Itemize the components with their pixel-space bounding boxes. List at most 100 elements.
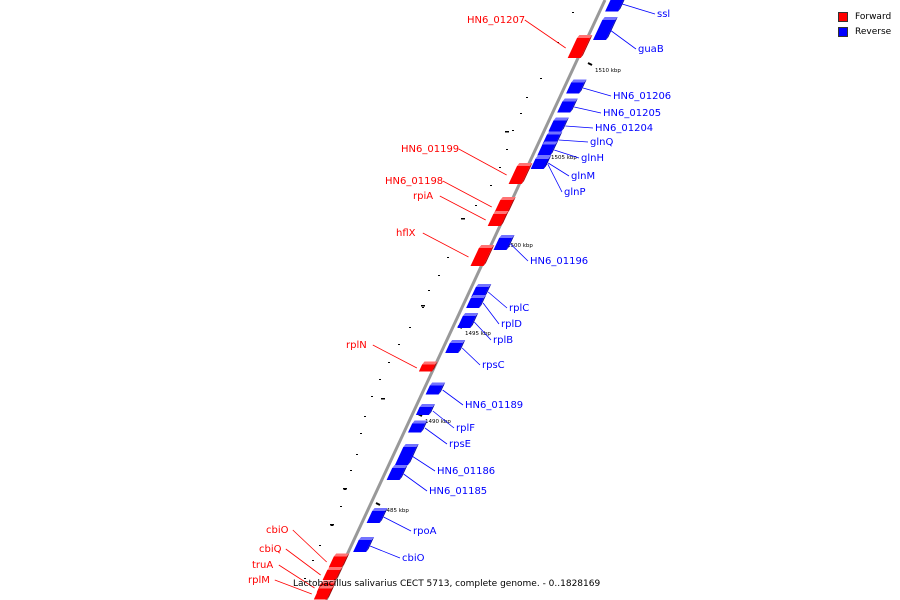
minor-tick (447, 257, 449, 258)
gene-label: glnH (581, 153, 604, 164)
gene-block-face (593, 20, 616, 40)
gene-label: cbiO (266, 525, 289, 536)
gene-reverse: HN6_01205 (557, 98, 661, 119)
minor-tick (356, 454, 358, 455)
gene-block-top (553, 117, 569, 121)
gene-block-face (466, 298, 484, 308)
gene-forward: HN6_01199 (401, 144, 533, 184)
gene-leader-line (510, 243, 529, 262)
gene-leader-line (369, 545, 401, 559)
gene-block-face (353, 540, 372, 552)
gene-label: HN6_01199 (401, 144, 459, 155)
gene-block-top (429, 382, 446, 386)
gene-block-top (499, 235, 515, 238)
gene-label: HN6_01204 (595, 123, 653, 134)
gene-block-side (438, 382, 446, 395)
gene-block-side (550, 141, 558, 156)
minor-tick (319, 545, 321, 546)
gene-block-face (415, 407, 433, 415)
minor-tick (526, 97, 528, 98)
gene-leader-line (565, 125, 594, 129)
gene-leader-line (439, 195, 486, 221)
gene-block-side (479, 295, 487, 308)
gene-reverse: HN6_01204 (548, 117, 653, 134)
gene-block-face (408, 423, 426, 433)
gene-block-face (322, 570, 341, 580)
gene-reverse: rplF (415, 404, 475, 434)
gene-leader-line (473, 321, 492, 341)
gene-label: rplF (456, 423, 475, 434)
gene-leader-line (403, 473, 428, 492)
minor-tick (512, 130, 514, 131)
major-tick (461, 218, 465, 220)
gene-reverse: rplC (471, 284, 529, 314)
gene-label: rplB (493, 335, 513, 346)
gene-leader-line (285, 548, 321, 576)
gene-label: guaB (638, 44, 664, 55)
gene-reverse: HN6_01189 (425, 382, 523, 411)
gene-block-top (470, 295, 487, 298)
gene-block-face (566, 82, 585, 94)
gene-block-side (543, 156, 551, 169)
minor-tick (304, 578, 306, 579)
gene-block-side (335, 567, 343, 580)
gene-label: HN6_01186 (437, 466, 495, 477)
gene-block-face (493, 200, 514, 214)
scale-tick-label: 1505 kbp (551, 155, 577, 161)
gene-leader-line (442, 180, 492, 208)
gene-block-side (379, 508, 388, 523)
gene-block-face (508, 166, 530, 184)
scale-tick-label: 1490 kbp (425, 419, 451, 425)
gene-block-top (577, 35, 593, 38)
major-tick (505, 131, 509, 133)
gene-block-top (542, 141, 558, 145)
gene-block-top (412, 420, 428, 424)
gene-block-side (470, 313, 479, 328)
gene-forward: hflX (396, 228, 495, 266)
gene-label: glnQ (590, 137, 613, 148)
minor-tick (379, 379, 381, 380)
gene-label: rpsE (449, 439, 471, 450)
gene-forward: HN6_01207 (467, 15, 593, 58)
gene-label: rpsC (482, 360, 505, 371)
gene-block-top (333, 553, 350, 557)
gene-label: glnM (571, 171, 595, 182)
gene-leader-line (383, 516, 412, 532)
gene-block-side (618, 0, 625, 12)
gene-leader-line (458, 148, 507, 176)
legend-reverse-label: Reverse (855, 26, 892, 37)
genome-caption: Lactobacillus salivarius CECT 5713, comp… (293, 579, 601, 589)
gene-reverse: ssl (605, 0, 670, 20)
gene-block-side (606, 17, 618, 40)
gene-block-top (478, 245, 495, 248)
gene-block-top (517, 163, 533, 166)
gene-leader-line (558, 139, 589, 143)
gene-label: HN6_01189 (465, 400, 523, 411)
gene-forward: rplN (346, 340, 438, 372)
gene-block-face (470, 248, 492, 266)
gene-block-side (570, 98, 578, 113)
gene-label: truA (252, 560, 273, 571)
gene-block-top (449, 340, 466, 343)
gene-block-top (320, 580, 337, 584)
gene-block-side (431, 361, 438, 372)
gene-label: rplM (248, 575, 270, 586)
gene-leader-line (274, 579, 312, 595)
gene-label: rplC (509, 303, 529, 314)
legend-forward-label: Forward (855, 11, 892, 22)
gene-block-top (571, 79, 587, 83)
gene-leader-line (411, 455, 436, 472)
major-tick (381, 398, 385, 400)
gene-block-top (500, 197, 516, 200)
gene-leader-line (422, 232, 469, 258)
gene-reverse: HN6_01186 (395, 444, 495, 477)
major-tick (343, 488, 347, 490)
gene-leader-line (609, 29, 637, 50)
gene-reverse: glnH (537, 141, 604, 164)
minor-tick (499, 167, 501, 168)
gene-block-top (535, 156, 551, 159)
gene-block-top (462, 313, 479, 316)
minor-tick (388, 362, 390, 363)
